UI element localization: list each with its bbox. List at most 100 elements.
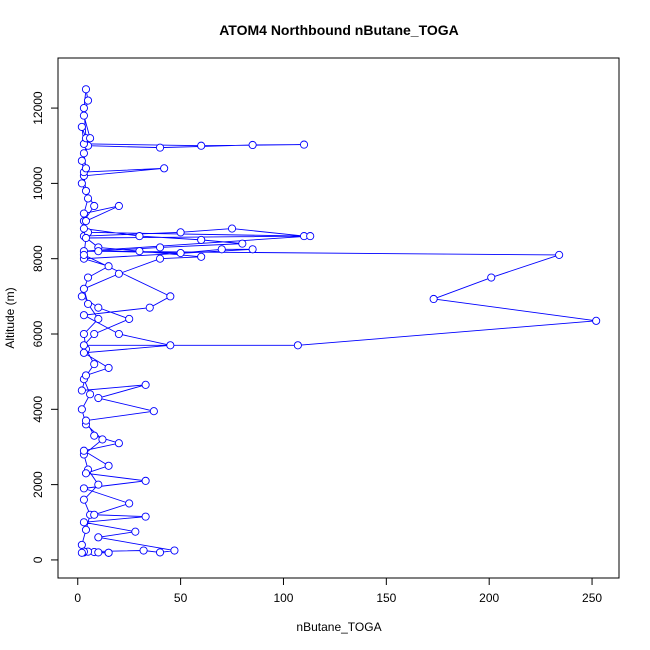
data-point [94, 480, 103, 489]
data-point [487, 273, 496, 282]
data-point [79, 284, 88, 293]
data-point [79, 484, 88, 493]
y-tick-label: 10000 [31, 166, 45, 200]
data-point [104, 548, 113, 557]
data-point [79, 224, 88, 233]
data-point [248, 140, 257, 150]
chart-title: ATOM4 Northbound nButane_TOGA [219, 22, 459, 38]
data-point [90, 431, 99, 440]
data-point [141, 512, 150, 521]
data-point [79, 311, 88, 320]
data-point [81, 525, 91, 534]
y-tick-label: 6000 [31, 320, 45, 347]
data-point [90, 510, 99, 519]
data-point [176, 248, 185, 258]
data-point [227, 224, 237, 233]
data-point [135, 247, 144, 256]
data-point [155, 243, 165, 252]
data-point [86, 390, 95, 399]
data-point [79, 209, 88, 218]
data-point [79, 495, 88, 504]
data-point [81, 186, 91, 195]
data-point [77, 540, 86, 549]
data-point [197, 235, 206, 244]
data-point [81, 416, 91, 425]
data-point [141, 476, 150, 485]
data-point [104, 363, 113, 372]
data-point [77, 156, 86, 165]
data-point [86, 134, 95, 143]
data-point [94, 314, 103, 323]
data-point [79, 518, 88, 527]
data-point [139, 546, 148, 555]
data-point [160, 164, 169, 173]
data-point [79, 104, 88, 113]
data-point [79, 111, 88, 120]
data-point [83, 96, 93, 105]
data-point [94, 548, 103, 557]
data-point [79, 329, 88, 339]
data-point [77, 122, 86, 131]
data-point [77, 386, 86, 395]
y-tick-label: 8000 [31, 245, 45, 272]
data-point [238, 239, 247, 248]
data-point [94, 533, 103, 542]
data-point [125, 314, 134, 323]
x-axis-label: nButane_TOGA [296, 620, 381, 634]
data-point [155, 254, 165, 263]
x-tick-label: 0 [74, 591, 81, 605]
data-point [79, 341, 88, 350]
data-point [114, 439, 123, 448]
data-point [81, 371, 91, 380]
data-point [114, 201, 123, 211]
data-point [90, 329, 99, 339]
x-tick-label: 50 [174, 591, 188, 605]
data-point [135, 232, 144, 241]
data-point [131, 527, 140, 536]
data-point [114, 329, 123, 339]
data-point [90, 201, 99, 211]
y-tick-label: 2000 [31, 471, 45, 498]
data-point [81, 469, 91, 478]
data-point [176, 228, 185, 237]
data-point [166, 341, 175, 350]
data-point [217, 245, 226, 254]
data-point [83, 273, 93, 282]
data-point [104, 461, 113, 470]
data-point [555, 250, 564, 259]
data-point [299, 140, 309, 149]
data-point [83, 299, 93, 308]
data-point [155, 548, 165, 557]
data-point [94, 303, 103, 312]
data-point [94, 247, 103, 256]
y-axis-label: Altitude (m) [3, 287, 17, 348]
data-point [155, 143, 165, 152]
data-point [81, 85, 91, 94]
data-point [77, 405, 86, 414]
data-point [125, 499, 134, 508]
data-point [592, 316, 601, 325]
data-point [145, 303, 154, 312]
data-point [141, 380, 150, 389]
data-point [104, 262, 113, 271]
y-tick-label: 0 [31, 556, 45, 563]
data-point [248, 245, 257, 254]
data-point [114, 269, 123, 278]
data-point [77, 179, 86, 188]
x-tick-label: 200 [479, 591, 499, 605]
data-point [98, 435, 107, 444]
x-tick-label: 250 [582, 591, 602, 605]
data-point [293, 341, 302, 350]
data-point [170, 546, 179, 555]
x-tick-label: 150 [376, 591, 396, 605]
data-point [79, 250, 88, 259]
x-tick-label: 100 [273, 591, 293, 605]
y-tick-label: 4000 [31, 396, 45, 423]
data-point [79, 446, 88, 455]
data-point [306, 232, 315, 241]
data-point [77, 292, 86, 301]
data-point [77, 548, 86, 557]
data-point [197, 141, 206, 150]
data-point [83, 194, 93, 203]
